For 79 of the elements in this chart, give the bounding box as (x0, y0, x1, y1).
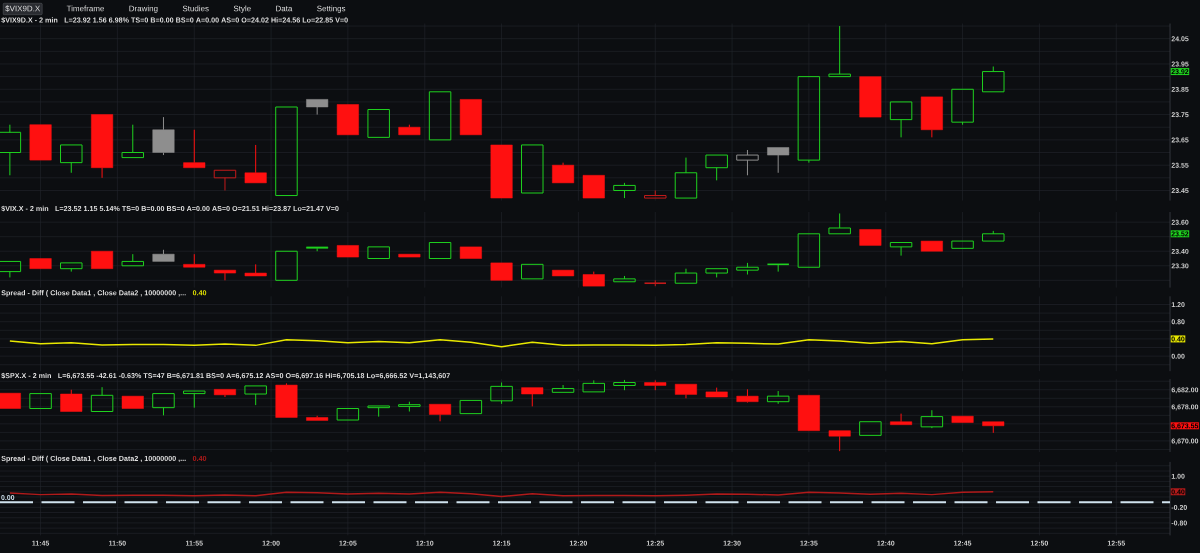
candlestick (121, 124, 145, 159)
candlestick (0, 392, 21, 409)
candlestick (889, 242, 913, 257)
candlestick (275, 250, 298, 281)
candlestick (398, 253, 421, 258)
candlestick (920, 240, 943, 252)
candlestick (0, 260, 22, 278)
candlestick (183, 253, 206, 268)
candlestick (459, 399, 483, 415)
candlestick (367, 246, 390, 260)
candlestick (951, 240, 974, 249)
candlestick (920, 409, 944, 428)
candlestick (674, 383, 697, 399)
candlestick (183, 390, 206, 409)
candlestick (244, 385, 267, 406)
candlestick (183, 129, 206, 168)
candlestick (582, 175, 605, 199)
candlestick (521, 387, 544, 407)
candlestick (91, 251, 114, 269)
candlestick (613, 182, 636, 199)
candlestick (428, 91, 452, 141)
candlestick (797, 76, 821, 164)
candlestick (828, 430, 851, 452)
line-series (9, 338, 995, 348)
candlestick (91, 114, 114, 179)
candlestick (859, 76, 882, 118)
candlestick (736, 149, 759, 176)
candlestick (90, 386, 114, 412)
candlestick (213, 169, 237, 191)
candlestick (982, 421, 1005, 434)
candlestick (29, 258, 52, 269)
candlestick (490, 144, 513, 199)
candlestick (859, 229, 882, 246)
candlestick (336, 104, 359, 136)
candlestick (429, 404, 452, 422)
candlestick (920, 96, 943, 138)
candlestick (152, 249, 175, 262)
candlestick (890, 413, 913, 425)
candlestick (705, 154, 728, 181)
candlestick (644, 189, 667, 199)
candlestick (275, 106, 298, 197)
candlestick (766, 390, 790, 405)
candlestick (766, 263, 790, 273)
candlestick (582, 379, 606, 393)
candlestick (797, 395, 820, 431)
candlestick (213, 269, 236, 281)
candlestick (0, 124, 22, 176)
candlestick (367, 405, 390, 418)
candlestick (29, 124, 52, 161)
candlestick (889, 101, 913, 138)
candlestick (336, 245, 359, 258)
candlestick (767, 147, 790, 174)
candlestick (736, 388, 759, 402)
candlestick (152, 116, 175, 156)
candlestick (828, 25, 851, 78)
candlestick (29, 393, 52, 410)
candlestick (121, 253, 145, 267)
candlestick (551, 384, 575, 393)
candlestick (674, 268, 698, 284)
candlestick (459, 246, 482, 259)
candlestick (244, 144, 267, 184)
candlestick (552, 162, 575, 184)
candlestick (951, 415, 974, 423)
candlestick (552, 269, 575, 277)
candlestick (674, 157, 698, 199)
candlestick (60, 262, 83, 273)
candlestick (859, 421, 882, 436)
candlestick (367, 109, 390, 138)
candlestick (490, 262, 513, 281)
candlestick (336, 408, 360, 421)
candlestick (797, 233, 821, 268)
candlestick (521, 144, 544, 194)
candlestick (60, 144, 83, 174)
candlestick (828, 212, 851, 235)
candlestick (428, 242, 452, 260)
candlestick (521, 263, 544, 280)
candlestick (121, 395, 144, 409)
candlestick (213, 389, 236, 398)
candlestick (459, 99, 482, 136)
